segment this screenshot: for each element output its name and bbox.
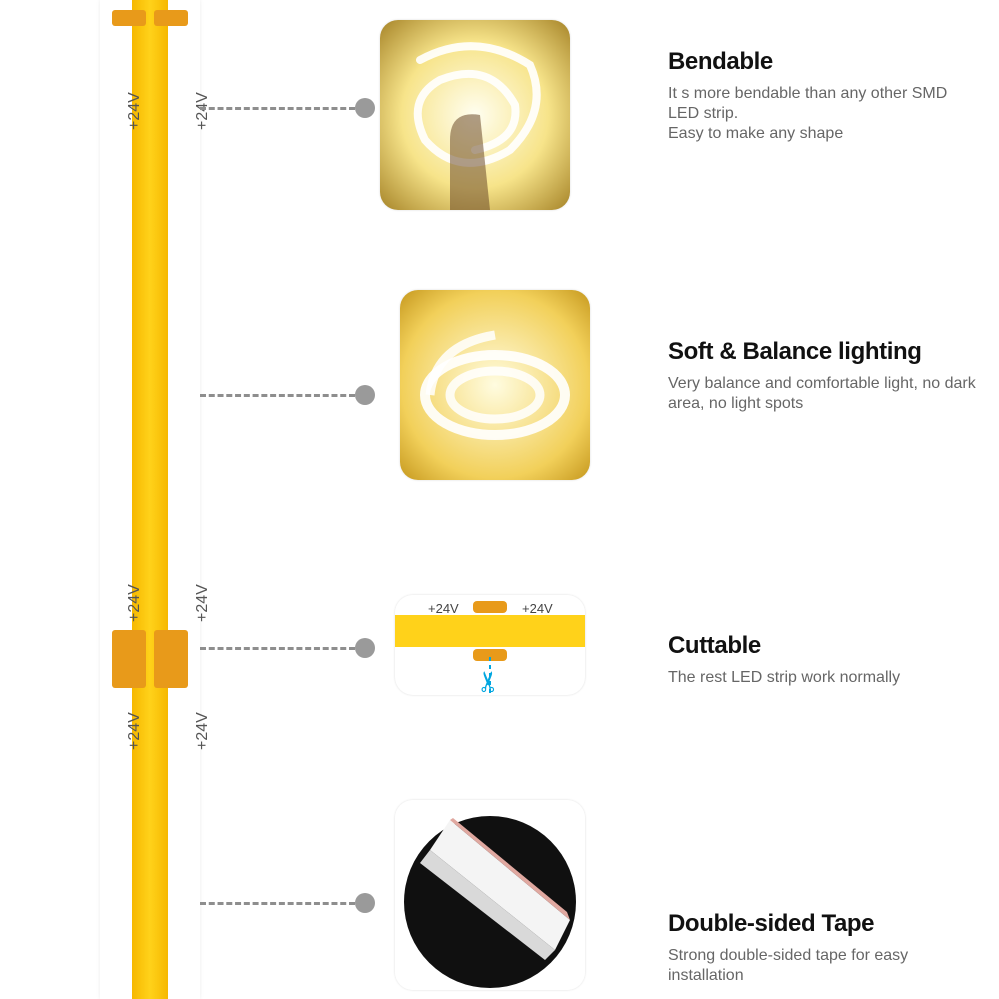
thumbnail-tape — [395, 800, 585, 990]
feature-tape: Double-sided Tape Strong double-sided ta… — [668, 910, 978, 986]
thumbnail-bendable — [380, 20, 570, 210]
connector-line — [200, 638, 375, 658]
strip-pad — [112, 10, 146, 26]
feature-title: Double-sided Tape — [668, 910, 978, 938]
strip-pad — [154, 630, 188, 688]
thumbnail-soft-balance — [400, 290, 590, 480]
connector-line — [200, 98, 375, 118]
connector-dot-icon — [355, 893, 375, 913]
feature-body: Very balance and comfortable light, no d… — [668, 374, 978, 414]
feature-body: It s more bendable than any other SMD LE… — [668, 84, 978, 144]
feature-cuttable: Cuttable The rest LED strip work normall… — [668, 632, 978, 688]
feature-title: Bendable — [668, 48, 978, 76]
voltage-label: +24V — [126, 712, 144, 750]
connector-dot-icon — [355, 98, 375, 118]
feature-title: Soft & Balance lighting — [668, 338, 978, 366]
cut-voltage-label: +24V — [522, 601, 553, 616]
connector-line — [200, 385, 375, 405]
strip-pad — [154, 10, 188, 26]
feature-body: Strong double-sided tape for easy instal… — [668, 946, 978, 986]
led-strip-core — [132, 0, 168, 999]
connector-line — [200, 893, 375, 913]
led-strip: +24V +24V +24V +24V +24V +24V — [100, 0, 200, 999]
voltage-label: +24V — [126, 584, 144, 622]
feature-soft-balance: Soft & Balance lighting Very balance and… — [668, 338, 978, 414]
scissors-icon: ✂ — [472, 670, 505, 693]
connector-dot-icon — [355, 385, 375, 405]
feature-title: Cuttable — [668, 632, 978, 660]
feature-bendable: Bendable It s more bendable than any oth… — [668, 48, 978, 144]
feature-body: The rest LED strip work normally — [668, 668, 978, 688]
strip-pad — [112, 630, 146, 688]
cut-voltage-label: +24V — [428, 601, 459, 616]
voltage-label: +24V — [194, 712, 212, 750]
voltage-label: +24V — [126, 92, 144, 130]
connector-dot-icon — [355, 638, 375, 658]
voltage-label: +24V — [194, 584, 212, 622]
